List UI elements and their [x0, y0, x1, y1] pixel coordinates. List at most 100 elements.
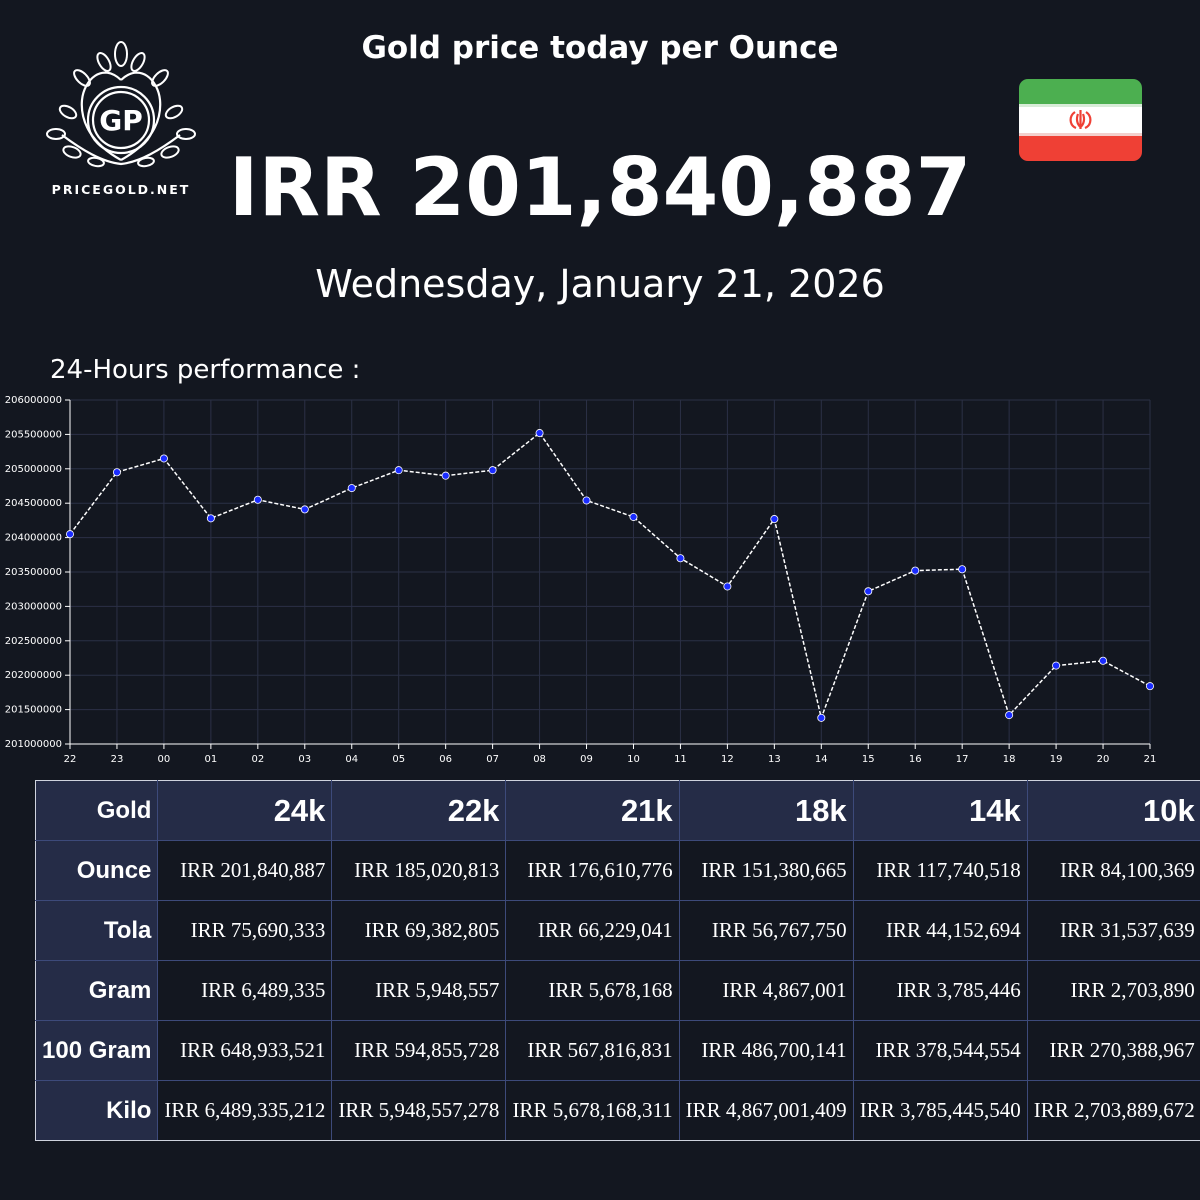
row-header: Gram: [34, 960, 159, 1021]
data-point: [535, 429, 544, 438]
price-cell: IRR 6,489,335: [157, 960, 333, 1021]
data-point: [394, 466, 403, 475]
row-header: 100 Gram: [34, 1020, 159, 1081]
y-tick-label: 204000000: [5, 533, 62, 544]
price-cell: IRR 4,867,001,409: [678, 1080, 854, 1141]
data-point: [1052, 661, 1061, 670]
site-logo[interactable]: GP PRICEGOLD.NET: [42, 40, 200, 200]
data-point: [112, 468, 121, 477]
price-line-chart: 201000000 201500000 202000000 202500000 2030…: [5, 395, 1157, 765]
data-point: [66, 530, 75, 539]
price-cell: IRR 594,855,728: [331, 1020, 507, 1081]
x-tick-label: 03: [298, 754, 311, 765]
x-tick-label: 15: [862, 754, 875, 765]
price-cell: IRR 378,544,554: [852, 1020, 1028, 1081]
y-tick-label: 202000000: [5, 670, 62, 681]
data-point: [1146, 682, 1155, 691]
x-tick-label: 09: [580, 754, 593, 765]
x-tick-label: 02: [251, 754, 264, 765]
price-cell: IRR 4,867,001: [678, 960, 854, 1021]
logo-initials: GP: [99, 104, 143, 137]
price-date: Wednesday, January 21, 2026: [315, 262, 885, 306]
column-header: 22k: [331, 780, 507, 841]
table-row: 100 Gram IRR 648,933,521 IRR 594,855,728…: [34, 1020, 1200, 1081]
price-cell: IRR 486,700,141: [678, 1020, 854, 1081]
y-axis-ticks: 201000000 201500000 202000000 202500000 2030…: [5, 395, 70, 750]
data-point: [911, 566, 920, 575]
flag-emblem: [1069, 110, 1092, 130]
x-tick-label: 14: [815, 754, 828, 765]
x-tick-label: 18: [1003, 754, 1016, 765]
x-tick-label: 07: [486, 754, 499, 765]
y-tick-label: 201000000: [5, 739, 62, 750]
iran-flag-icon: [1019, 79, 1142, 161]
performance-label: 24-Hours performance :: [50, 355, 361, 385]
y-tick-label: 205500000: [5, 429, 62, 440]
y-tick-label: 205000000: [5, 464, 62, 475]
price-cell: IRR 567,816,831: [505, 1020, 680, 1081]
laurel-wreath-icon: GP: [46, 41, 196, 168]
chart-grid: [69, 399, 1151, 745]
price-cell: IRR 66,229,041: [505, 900, 680, 961]
price-cell: IRR 3,785,446: [852, 960, 1028, 1021]
data-point: [441, 471, 450, 480]
price-cell: IRR 3,785,445,540: [852, 1080, 1028, 1141]
row-header: Kilo: [34, 1080, 159, 1141]
page-title: Gold price today per Ounce: [361, 30, 839, 66]
x-tick-label: 17: [956, 754, 969, 765]
flag-red-stripe: [1019, 134, 1142, 161]
price-cell: IRR 2,703,890: [1026, 960, 1200, 1021]
price-cell: IRR 176,610,776: [505, 840, 680, 901]
price-cell: IRR 6,489,335,212: [157, 1080, 333, 1141]
price-cell: IRR 5,948,557: [331, 960, 507, 1021]
y-tick-label: 203000000: [5, 601, 62, 612]
data-point: [1005, 711, 1014, 720]
logo-site-name: PRICEGOLD.NET: [51, 182, 191, 197]
data-point: [300, 505, 309, 514]
x-tick-label: 00: [158, 754, 171, 765]
price-table: Gold 24k 22k 21k 18k 14k 10k Ounce IRR 2…: [34, 780, 1200, 1141]
data-point: [864, 587, 873, 596]
x-tick-label: 01: [205, 754, 218, 765]
series-line: [69, 431, 1151, 721]
series-points: [66, 429, 1155, 722]
price-cell: IRR 44,152,694: [852, 900, 1028, 961]
data-point: [723, 582, 732, 591]
price-cell: IRR 5,678,168,311: [505, 1080, 680, 1141]
flag-green-stripe: [1019, 79, 1142, 106]
data-point: [253, 495, 262, 504]
current-price: IRR 201,840,887: [228, 141, 972, 234]
row-header: Tola: [34, 900, 159, 961]
data-point: [347, 484, 356, 493]
x-tick-label: 20: [1097, 754, 1110, 765]
x-tick-label: 13: [768, 754, 781, 765]
column-header: 24k: [157, 780, 333, 841]
x-tick-label: 11: [674, 754, 687, 765]
column-header: 10k: [1026, 780, 1200, 841]
table-header-row: Gold 24k 22k 21k 18k 14k 10k: [34, 780, 1200, 841]
y-tick-label: 204500000: [5, 498, 62, 509]
price-cell: IRR 69,382,805: [331, 900, 507, 961]
table-corner-label: Gold: [34, 780, 159, 841]
x-tick-label: 16: [909, 754, 922, 765]
price-cell: IRR 84,100,369: [1026, 840, 1200, 901]
x-tick-label: 10: [627, 754, 640, 765]
data-point: [206, 514, 215, 523]
x-tick-label: 19: [1050, 754, 1063, 765]
x-tick-label: 06: [439, 754, 452, 765]
price-cell: IRR 117,740,518: [852, 840, 1028, 901]
data-point: [582, 496, 591, 505]
row-header: Ounce: [34, 840, 159, 901]
price-cell: IRR 270,388,967: [1026, 1020, 1200, 1081]
x-tick-label: 22: [64, 754, 77, 765]
data-point: [958, 565, 967, 574]
x-tick-label: 21: [1144, 754, 1157, 765]
x-tick-label: 23: [111, 754, 124, 765]
y-tick-label: 203500000: [5, 567, 62, 578]
price-cell: IRR 151,380,665: [678, 840, 854, 901]
data-point: [629, 512, 638, 521]
x-axis-ticks: 22 23 00 01 02 03 04 05 06 07 08 09 10 11 12 13 14 15 16 17…: [64, 744, 1157, 765]
y-tick-label: 201500000: [5, 705, 62, 716]
x-tick-label: 05: [392, 754, 405, 765]
